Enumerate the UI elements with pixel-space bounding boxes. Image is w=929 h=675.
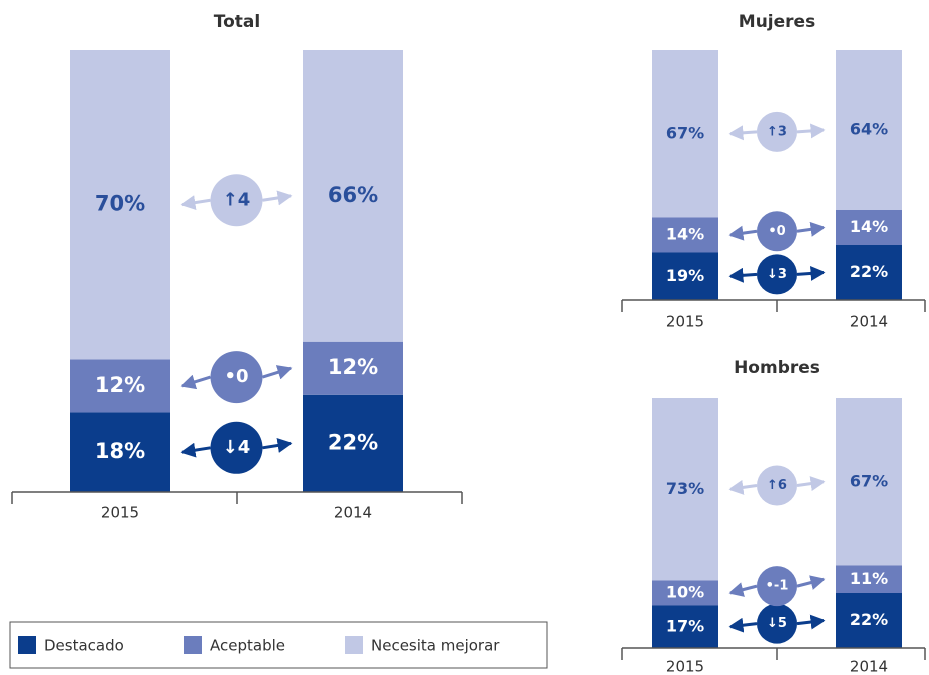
change-arrow xyxy=(180,442,211,458)
change-badge xyxy=(757,111,797,152)
bar-segment xyxy=(836,593,902,648)
change-badge xyxy=(757,465,797,506)
legend-label: Aceptable xyxy=(210,637,285,655)
bar-segment xyxy=(836,50,902,210)
x-tick-label: 2014 xyxy=(850,658,888,675)
bar-segment xyxy=(836,565,902,593)
value-label: 67% xyxy=(666,123,704,142)
bar-segment xyxy=(303,394,403,492)
value-label: 73% xyxy=(666,479,704,498)
bar-segment xyxy=(652,217,718,253)
value-label: 22% xyxy=(850,610,888,629)
change-arrow xyxy=(262,438,293,453)
change-arrow xyxy=(262,365,293,380)
change-label: •-1 xyxy=(766,579,789,594)
change-badge xyxy=(210,421,263,474)
bar-segment xyxy=(836,398,902,566)
change-arrow xyxy=(728,267,758,283)
value-label: 22% xyxy=(850,262,888,281)
chart-title: Hombres xyxy=(734,358,820,378)
value-label: 67% xyxy=(850,471,888,490)
bar-segment xyxy=(836,210,902,245)
change-label: ↓4 xyxy=(223,437,251,458)
bar-segment xyxy=(303,50,403,342)
bar-segment xyxy=(836,245,902,300)
change-label: •0 xyxy=(224,366,248,387)
legend-swatch xyxy=(18,636,36,654)
change-badge xyxy=(210,351,263,404)
bar-segment xyxy=(303,341,403,395)
change-label: ↑6 xyxy=(767,478,787,493)
change-badge xyxy=(757,211,797,252)
value-label: 12% xyxy=(95,373,145,397)
change-arrow xyxy=(796,476,826,492)
change-arrow xyxy=(796,123,826,139)
value-label: 64% xyxy=(850,120,888,139)
x-tick-label: 2015 xyxy=(101,504,139,522)
bar-segment xyxy=(652,50,718,218)
legend-swatch xyxy=(184,636,202,654)
x-tick-label: 2015 xyxy=(666,313,704,331)
value-label: 66% xyxy=(328,183,378,207)
bar-segment xyxy=(652,398,718,581)
change-badge xyxy=(210,174,263,227)
value-label: 14% xyxy=(850,217,888,236)
bar-segment xyxy=(70,412,170,492)
change-label: ↓3 xyxy=(767,267,787,282)
change-arrow xyxy=(796,575,826,590)
bar-segment xyxy=(70,50,170,360)
bar-segment xyxy=(652,252,718,300)
change-arrow xyxy=(180,374,211,390)
change-arrow xyxy=(180,195,211,211)
value-label: 10% xyxy=(666,583,704,602)
x-tick-label: 2014 xyxy=(334,504,372,522)
x-tick-label: 2014 xyxy=(850,313,888,331)
change-badge xyxy=(757,566,797,607)
change-label: •0 xyxy=(768,224,785,239)
change-arrow xyxy=(728,479,758,495)
legend-swatch xyxy=(345,636,363,654)
change-arrow xyxy=(728,582,758,597)
value-label: 70% xyxy=(95,192,145,216)
change-arrow xyxy=(728,125,758,141)
value-label: 12% xyxy=(328,355,378,379)
legend-label: Destacado xyxy=(44,637,124,655)
change-arrow xyxy=(728,617,758,633)
value-label: 11% xyxy=(850,569,888,588)
change-arrow xyxy=(262,190,293,206)
change-arrow xyxy=(728,225,758,241)
bar-segment xyxy=(652,580,718,606)
change-label: ↓5 xyxy=(767,616,787,631)
change-arrow xyxy=(796,221,826,237)
chart-title: Total xyxy=(214,12,260,32)
change-arrow xyxy=(796,614,826,630)
value-label: 17% xyxy=(666,616,704,635)
bar-segment xyxy=(652,605,718,648)
bar-segment xyxy=(70,359,170,413)
value-label: 19% xyxy=(666,266,704,285)
legend-label: Necesita mejorar xyxy=(371,637,500,655)
legend-box xyxy=(9,621,548,669)
change-label: ↑4 xyxy=(223,189,251,210)
chart-title: Mujeres xyxy=(739,12,815,32)
change-arrow xyxy=(796,265,826,281)
x-tick-label: 2015 xyxy=(666,658,704,675)
change-label: ↑3 xyxy=(767,124,787,139)
change-badge xyxy=(757,254,797,295)
value-label: 18% xyxy=(95,439,145,463)
change-badge xyxy=(757,603,797,644)
value-label: 22% xyxy=(328,430,378,454)
value-label: 14% xyxy=(666,225,704,244)
